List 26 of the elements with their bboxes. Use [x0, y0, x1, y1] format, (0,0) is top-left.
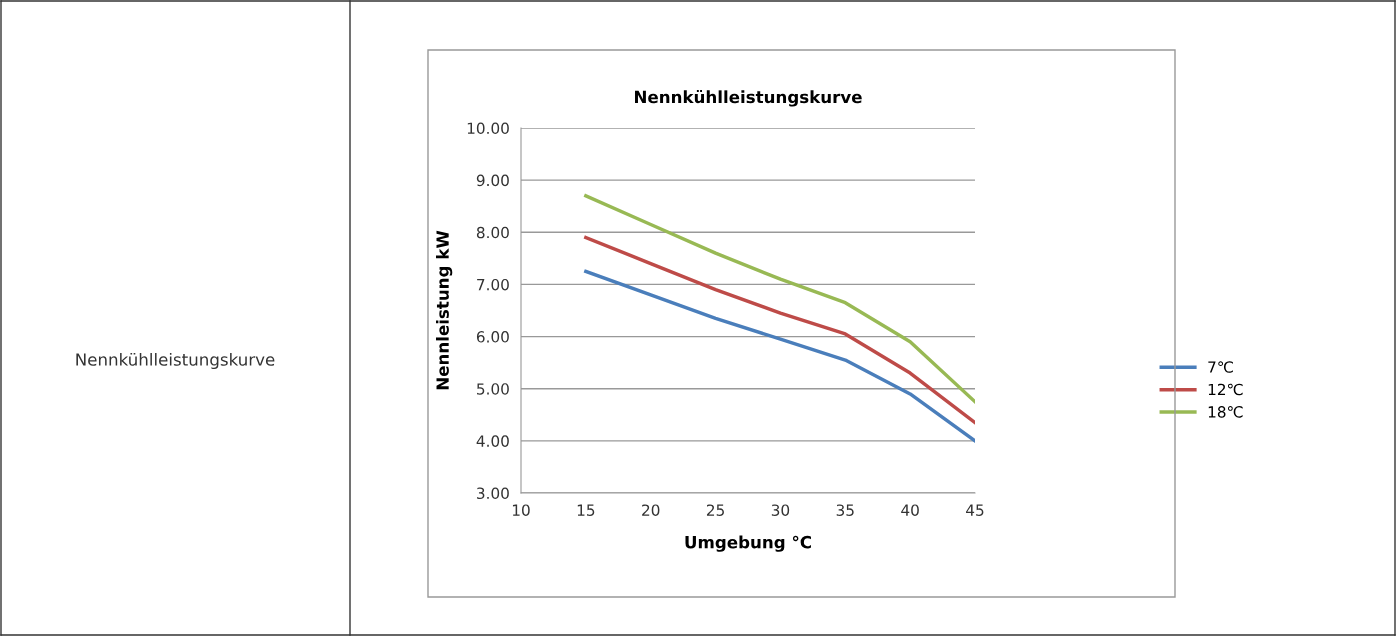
legend-label: 7℃	[1208, 361, 1233, 373]
y-tick-label: 10.00	[467, 122, 509, 135]
chart-title: Nennkühlleistungskurve	[635, 90, 862, 107]
x-tick-label: 30	[771, 504, 790, 516]
y-tick-label: 9.00	[476, 174, 509, 187]
y-tick-label: 5.00	[477, 383, 509, 395]
line-series	[584, 194, 975, 404]
x-tick-label: 35	[836, 504, 854, 516]
line-series	[584, 235, 975, 425]
x-axis-title: Umgebung °C	[685, 535, 811, 552]
y-tick-label: 6.00	[476, 331, 509, 343]
line-series	[584, 269, 975, 443]
legend-label: 18℃	[1208, 406, 1243, 418]
text: Nennkühlleistungskurve	[76, 352, 275, 370]
x-tick-label: 45	[966, 504, 984, 516]
x-tick-label: 25	[706, 504, 724, 516]
y-axis-title: Nennleistung kW	[436, 230, 453, 390]
y-tick-label: 4.00	[476, 435, 509, 447]
y-tick-label: 7.00	[477, 278, 509, 291]
x-tick-label: 15	[577, 504, 595, 516]
y-tick-label: 8.00	[476, 226, 509, 239]
y-tick-label: 3.00	[477, 487, 509, 500]
legend-label: 12℃	[1208, 383, 1243, 396]
x-tick-label: 40	[901, 504, 919, 516]
x-tick-label: 20	[642, 504, 660, 516]
x-tick-label: 10	[512, 504, 530, 516]
